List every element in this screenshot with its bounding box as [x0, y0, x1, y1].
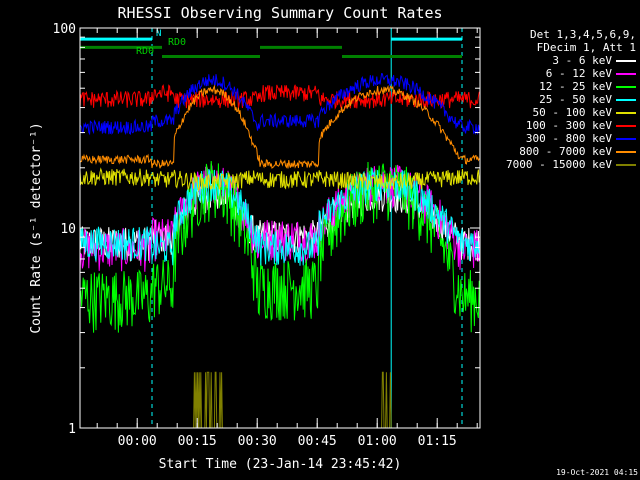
- footer-timestamp: 19-Oct-2021 04:15: [556, 468, 638, 477]
- legend-label: 100 - 300 keV: [525, 119, 612, 132]
- flag-label-rd0-upper: RD0: [168, 37, 186, 48]
- flag-label-n: N: [156, 29, 161, 39]
- series-line-3: [80, 168, 480, 266]
- legend-swatch: [616, 98, 636, 101]
- legend-entry-1: 6 - 12 keV: [480, 67, 636, 80]
- legend-swatch: [616, 137, 636, 140]
- legend-entry-6: 300 - 800 keV: [480, 132, 636, 145]
- legend-label: 12 - 25 keV: [539, 80, 612, 93]
- legend-swatch: [616, 163, 636, 166]
- legend-label: 3 - 6 keV: [552, 54, 612, 67]
- x-axis-label: Start Time (23-Jan-14 23:45:42): [159, 457, 402, 472]
- legend-label: 25 - 50 keV: [539, 93, 612, 106]
- legend-swatch: [616, 85, 636, 88]
- legend-label: 50 - 100 keV: [532, 106, 612, 119]
- legend: Det 1,3,4,5,6,9, FDecim 1, Att 1 3 - 6 k…: [480, 28, 636, 171]
- flag-label-rd0-lower: RD0: [136, 46, 154, 57]
- legend-swatch: [616, 72, 636, 75]
- legend-label: 800 - 7000 keV: [519, 145, 612, 158]
- legend-label: 7000 - 15000 keV: [506, 158, 612, 171]
- legend-entry-8: 7000 - 15000 keV: [480, 158, 636, 171]
- x-tick-label-3: 00:45: [298, 434, 337, 449]
- y-tick-label-0: 1: [68, 422, 76, 437]
- legend-entry-0: 3 - 6 keV: [480, 54, 636, 67]
- legend-entry-5: 100 - 300 keV: [480, 119, 636, 132]
- series-line-6: [80, 72, 480, 136]
- x-tick-label-5: 01:15: [418, 434, 457, 449]
- x-tick-label-2: 00:30: [238, 434, 277, 449]
- legend-entry-4: 50 - 100 keV: [480, 106, 636, 119]
- series-line-8: [80, 371, 480, 428]
- x-tick-label-4: 01:00: [358, 434, 397, 449]
- x-tick-label-1: 00:15: [178, 434, 217, 449]
- chart-title: RHESSI Observing Summary Count Rates: [117, 4, 442, 22]
- y-tick-label-1: 10: [60, 222, 76, 237]
- legend-entry-7: 800 - 7000 keV: [480, 145, 636, 158]
- series-line-1: [80, 163, 480, 272]
- legend-swatch: [616, 59, 636, 62]
- legend-entry-2: 12 - 25 keV: [480, 80, 636, 93]
- legend-swatch: [616, 124, 636, 127]
- legend-label: 6 - 12 keV: [545, 67, 612, 80]
- legend-swatch: [616, 150, 636, 153]
- y-axis-label: Count Rate (s⁻¹ detector⁻¹): [29, 122, 44, 333]
- legend-entry-3: 25 - 50 keV: [480, 93, 636, 106]
- legend-header-detectors: Det 1,3,4,5,6,9,: [530, 28, 636, 41]
- y-tick-label-2: 100: [53, 22, 76, 37]
- axes: 1 10 100 00:00 00:15 00:30 00:45 01:00 01:15: [53, 22, 481, 449]
- series-line-4: [80, 167, 480, 192]
- series-line-7: [80, 84, 480, 169]
- legend-header-decimation: FDecim 1, Att 1: [536, 41, 636, 54]
- legend-label: 300 - 800 keV: [525, 132, 612, 145]
- series-line-2: [80, 160, 480, 333]
- x-tick-label-0: 00:00: [118, 434, 157, 449]
- legend-swatch: [616, 111, 636, 114]
